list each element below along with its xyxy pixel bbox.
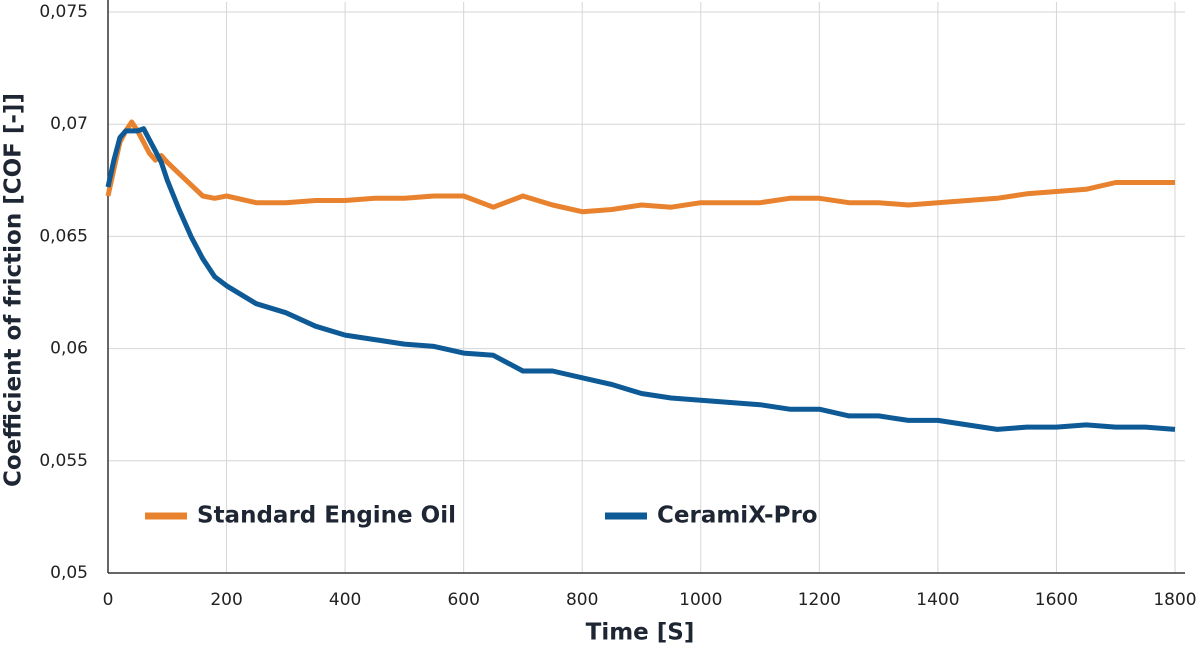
x-tick-label: 600 [447, 590, 479, 610]
y-tick-label: 0,055 [39, 451, 88, 471]
y-axis-title: Coefficient of friction [COF [-]] [1, 93, 27, 487]
x-tick-label: 1200 [798, 590, 841, 610]
legend-label: CeramiX-Pro [657, 503, 818, 529]
x-tick-label: 1600 [1035, 590, 1078, 610]
y-tick-label: 0,06 [50, 339, 88, 359]
x-tick-label: 400 [329, 590, 361, 610]
x-tick-label: 1000 [679, 590, 722, 610]
x-tick-label: 1400 [916, 590, 959, 610]
y-tick-label: 0,05 [50, 563, 88, 583]
series-line [105, 126, 1176, 432]
series-line [105, 119, 1175, 215]
y-tick-label: 0,065 [39, 226, 88, 246]
legend-label: Standard Engine Oil [197, 503, 456, 529]
x-tick-label: 1800 [1153, 590, 1196, 610]
x-tick-label: 800 [566, 590, 598, 610]
x-tick-label: 200 [210, 590, 242, 610]
y-tick-label: 0,075 [39, 2, 88, 22]
y-tick-label: 0,07 [50, 114, 88, 134]
x-tick-label: 0 [103, 590, 114, 610]
x-axis-title: Time [S] [586, 620, 695, 646]
